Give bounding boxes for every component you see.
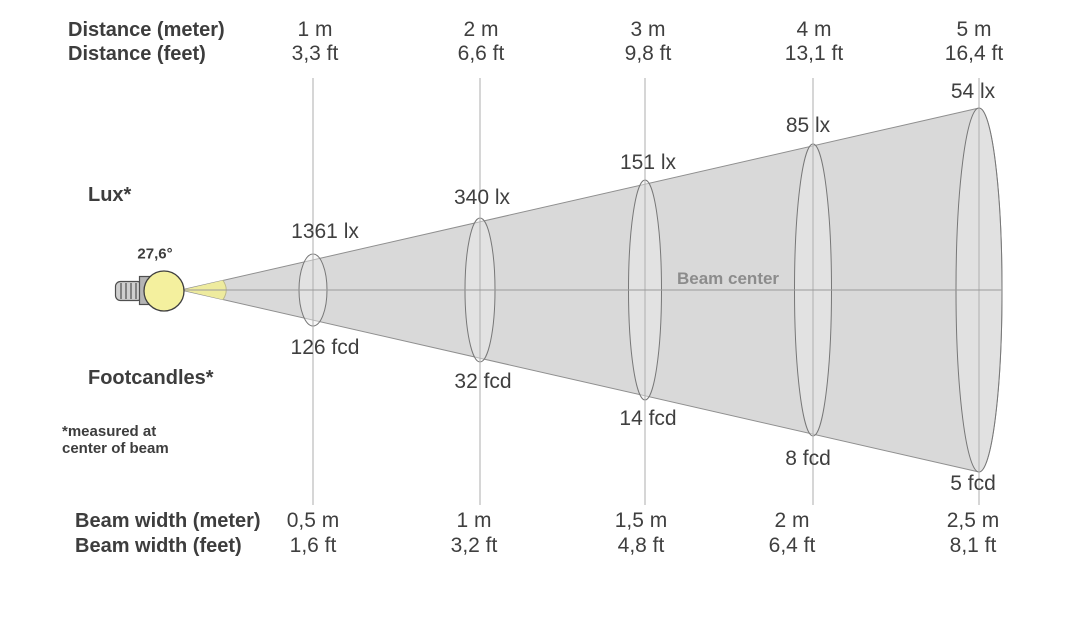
distance-col-1m: 1 m 3,3 ft	[292, 18, 339, 66]
distance-3m-meter: 3 m	[630, 18, 666, 41]
bulb-globe	[143, 270, 185, 312]
beam-width-5m-meter: 2,5 m	[946, 509, 1000, 532]
fcd-value-3m: 14 fcd	[619, 407, 677, 430]
distance-col-5m: 5 m 16,4 ft	[945, 18, 1003, 66]
beam-width-feet-label: Beam width (feet)	[75, 535, 242, 557]
beam-width-1m-meter: 0,5 m	[286, 509, 340, 532]
distance-4m-feet: 13,1 ft	[784, 42, 844, 65]
distance-5m-meter: 5 m	[956, 18, 992, 41]
beam-width-col-1m: 0,5 m 1,6 ft	[287, 508, 340, 558]
beam-width-3m-feet: 4,8 ft	[617, 534, 665, 557]
lux-value-1m: 1361 lx	[291, 220, 359, 243]
distance-col-2m: 2 m 6,6 ft	[458, 18, 505, 66]
lux-value-3m: 151 lx	[619, 151, 677, 174]
distance-4m-meter: 4 m	[796, 18, 832, 41]
beam-center-label: Beam center	[677, 269, 780, 288]
beam-width-3m-meter: 1,5 m	[614, 509, 668, 532]
distance-5m-feet: 16,4 ft	[944, 42, 1004, 65]
lux-row-label: Lux*	[88, 184, 132, 206]
distance-marker-lines	[312, 78, 980, 505]
distance-meter-label: Distance (meter)	[68, 19, 225, 41]
distance-header: Distance (meter) Distance (feet)	[68, 18, 225, 66]
beam-angle-label: 27,6°	[137, 245, 173, 263]
footnote-line2: center of beam	[62, 440, 169, 457]
distance-col-3m: 3 m 9,8 ft	[625, 18, 672, 66]
lux-value-5m: 54 lx	[950, 80, 996, 103]
distance-2m-feet: 6,6 ft	[457, 42, 505, 65]
lux-value-4m: 85 lx	[785, 114, 831, 137]
beam-width-2m-meter: 1 m	[456, 509, 492, 532]
beam-width-col-4m: 2 m 6,4 ft	[769, 508, 816, 558]
distance-feet-label: Distance (feet)	[68, 43, 206, 65]
fcd-value-2m: 32 fcd	[454, 370, 512, 393]
beam-width-col-2m: 1 m 3,2 ft	[451, 508, 498, 558]
distance-3m-feet: 9,8 ft	[624, 42, 672, 65]
lux-value-2m: 340 lx	[453, 186, 511, 209]
fcd-value-1m: 126 fcd	[290, 336, 360, 359]
fcd-value-5m: 5 fcd	[950, 472, 996, 495]
beam-width-4m-meter: 2 m	[774, 509, 810, 532]
light-bulb-icon	[114, 270, 185, 312]
distance-col-4m: 4 m 13,1 ft	[785, 18, 843, 66]
beam-width-col-3m: 1,5 m 4,8 ft	[615, 508, 668, 558]
bulb-screw-base	[114, 280, 144, 302]
footcandles-row-label: Footcandles*	[88, 367, 214, 389]
bulb-screw-threads	[120, 283, 137, 299]
distance-1m-feet: 3,3 ft	[291, 42, 339, 65]
beam-width-meter-label: Beam width (meter)	[75, 510, 261, 532]
footnote: *measured at center of beam	[62, 423, 169, 457]
distance-1m-meter: 1 m	[297, 18, 333, 41]
distance-2m-meter: 2 m	[463, 18, 499, 41]
fcd-value-4m: 8 fcd	[785, 447, 831, 470]
beam-width-1m-feet: 1,6 ft	[289, 534, 337, 557]
beam-width-header: Beam width (meter) Beam width (feet)	[75, 509, 261, 559]
beam-width-5m-feet: 8,1 ft	[949, 534, 997, 557]
beam-width-4m-feet: 6,4 ft	[768, 534, 816, 557]
footnote-line1: *measured at	[62, 423, 157, 440]
beam-width-2m-feet: 3,2 ft	[450, 534, 498, 557]
beam-width-col-5m: 2,5 m 8,1 ft	[947, 508, 1000, 558]
